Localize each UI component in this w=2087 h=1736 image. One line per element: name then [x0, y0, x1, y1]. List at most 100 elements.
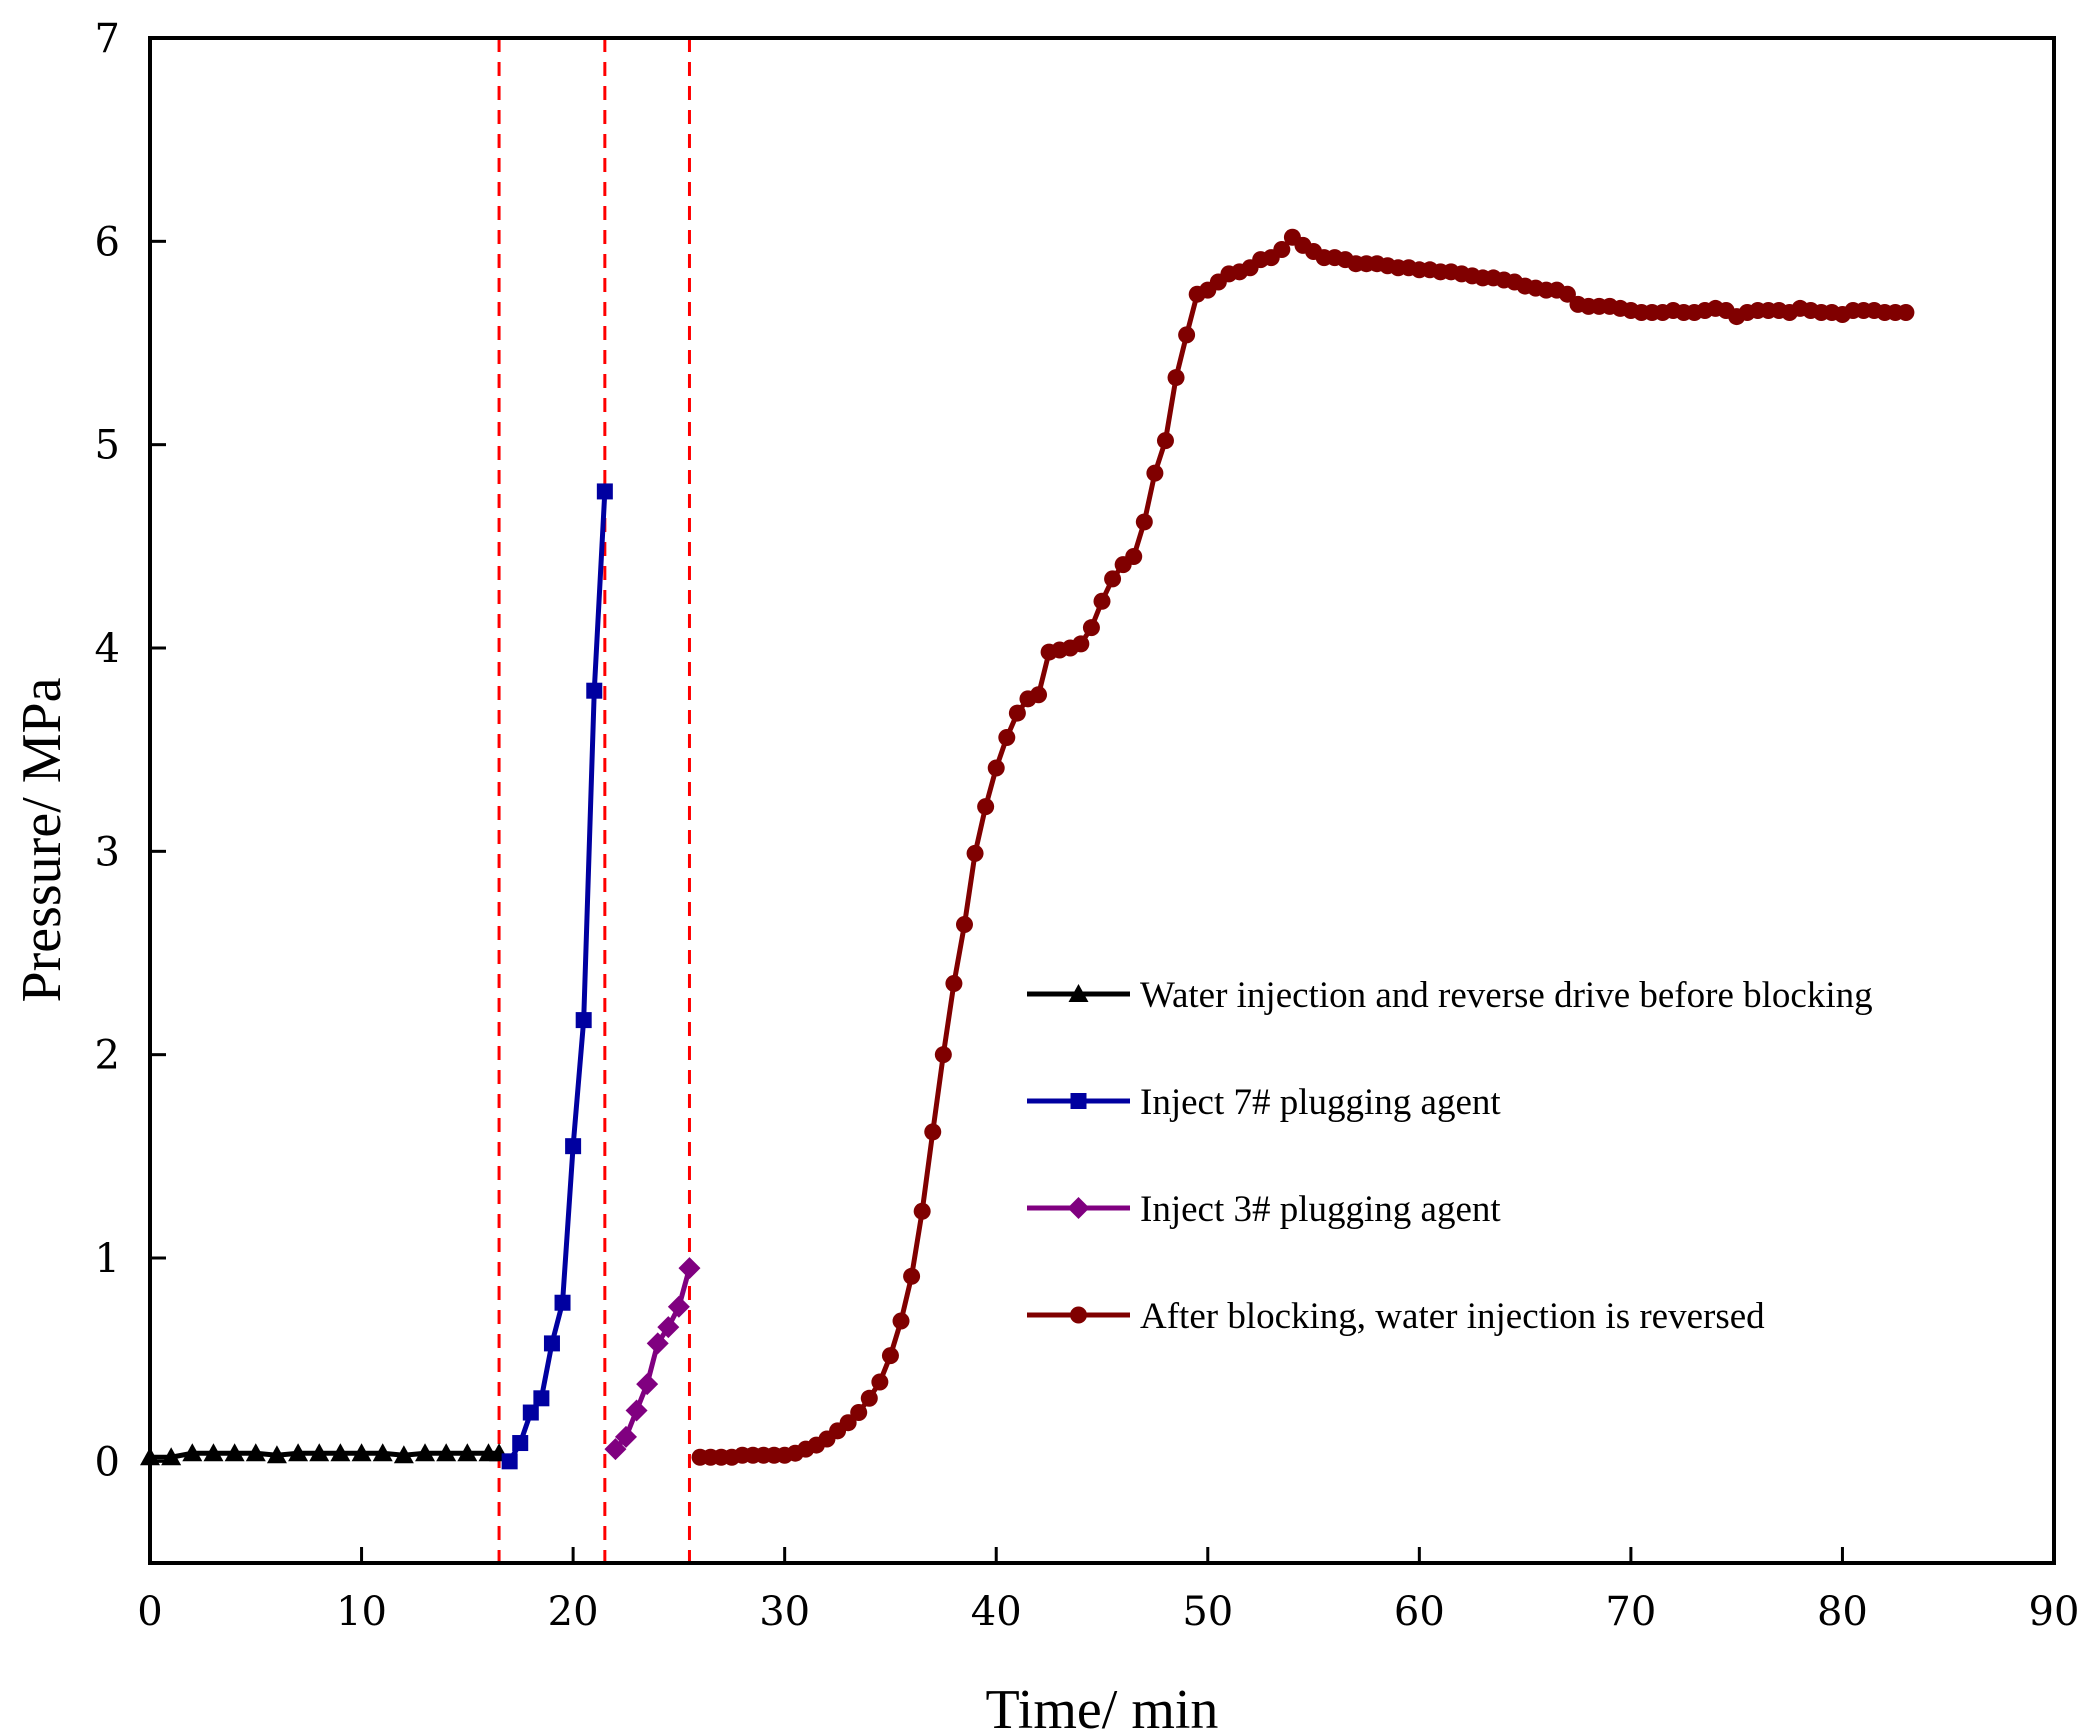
data-point — [678, 1257, 701, 1280]
y-tick-label: 2 — [95, 1033, 120, 1079]
x-axis-title: Time/ min — [986, 1679, 1219, 1736]
data-point — [161, 1447, 182, 1466]
data-point — [934, 1046, 952, 1064]
x-axis: 0 10 20 30 40 50 60 70 80 90 — [137, 1547, 2079, 1635]
legend-marker — [1070, 1093, 1087, 1109]
x-tick-label: 10 — [336, 1589, 387, 1635]
data-point — [565, 1138, 582, 1155]
y-axis: 0 1 2 3 4 5 6 7 — [95, 16, 166, 1485]
data-point — [1104, 570, 1122, 588]
data-point — [288, 1443, 309, 1462]
data-point — [646, 1332, 669, 1355]
data-point — [512, 1435, 529, 1452]
legend-label: Water injection and reverse drive before… — [1140, 975, 1873, 1016]
data-point — [1558, 285, 1576, 303]
legend-label: Inject 3# plugging agent — [1140, 1189, 1501, 1230]
data-point — [987, 759, 1005, 777]
x-tick-label: 0 — [137, 1589, 162, 1635]
data-point — [636, 1373, 659, 1396]
data-point — [501, 1453, 518, 1470]
x-tick-label: 20 — [548, 1589, 599, 1635]
data-point — [266, 1445, 287, 1464]
data-point — [393, 1445, 414, 1464]
y-tick-label: 6 — [95, 219, 120, 265]
data-point — [667, 1295, 690, 1318]
data-point — [182, 1443, 203, 1462]
data-point — [945, 975, 963, 992]
data-point — [924, 1123, 942, 1141]
data-point — [457, 1443, 478, 1462]
data-point — [1125, 548, 1143, 565]
y-tick-label: 0 — [95, 1439, 120, 1485]
data-point — [998, 728, 1016, 746]
x-tick-label: 40 — [971, 1589, 1022, 1635]
data-point — [871, 1373, 889, 1391]
y-tick-label: 4 — [95, 626, 120, 672]
data-point — [309, 1443, 330, 1462]
data-point — [657, 1316, 680, 1339]
data-point — [330, 1443, 351, 1462]
x-tick-label: 80 — [1817, 1589, 1868, 1635]
data-point — [224, 1443, 245, 1462]
series-layer — [140, 228, 1915, 1470]
plot-frame — [148, 36, 2056, 1565]
data-point — [1082, 619, 1100, 637]
data-point — [245, 1443, 266, 1462]
data-point — [850, 1404, 868, 1422]
data-point — [892, 1312, 910, 1330]
legend: Water injection and reverse drive before… — [1027, 975, 1873, 1337]
data-point — [913, 1202, 931, 1220]
data-point — [860, 1389, 878, 1407]
data-point — [554, 1294, 571, 1311]
data-point — [1072, 635, 1090, 653]
data-point — [1146, 464, 1164, 482]
data-point — [543, 1335, 560, 1352]
legend-label: After blocking, water injection is rever… — [1140, 1296, 1765, 1337]
data-point — [839, 1414, 857, 1432]
data-point — [604, 1438, 627, 1461]
data-point — [955, 916, 973, 934]
data-point — [1273, 240, 1291, 258]
data-point — [586, 682, 603, 699]
data-point — [522, 1404, 539, 1421]
x-tick-label: 70 — [1605, 1589, 1656, 1635]
data-point — [1030, 686, 1048, 704]
data-point — [615, 1425, 637, 1448]
data-point — [533, 1390, 550, 1407]
data-point — [415, 1443, 436, 1462]
x-tick-label: 30 — [759, 1589, 810, 1635]
series-line — [507, 491, 608, 1463]
y-tick-label: 5 — [95, 423, 120, 469]
data-point — [1156, 432, 1174, 450]
data-point — [1093, 592, 1111, 610]
legend-marker — [1070, 1306, 1087, 1324]
x-tick-label: 50 — [1182, 1589, 1233, 1635]
data-point — [966, 844, 984, 862]
data-point — [1897, 304, 1915, 321]
x-tick-label: 90 — [2029, 1589, 2080, 1635]
data-point — [1178, 326, 1196, 344]
data-point — [625, 1399, 648, 1422]
y-tick-label: 7 — [95, 16, 120, 62]
legend-label: Inject 7# plugging agent — [1140, 1082, 1501, 1123]
data-point — [575, 1012, 592, 1029]
data-point — [1167, 369, 1185, 387]
x-tick-label: 60 — [1394, 1589, 1445, 1635]
legend-marker — [1067, 1197, 1090, 1219]
data-point — [436, 1443, 457, 1462]
data-point — [1135, 513, 1153, 531]
data-point — [977, 798, 995, 816]
y-tick-label: 3 — [95, 829, 120, 875]
y-tick-label: 1 — [95, 1236, 120, 1282]
data-point — [203, 1443, 224, 1462]
data-point — [881, 1347, 899, 1365]
data-point — [596, 483, 613, 500]
data-point — [372, 1443, 393, 1462]
data-point — [903, 1267, 921, 1285]
data-point — [1008, 704, 1026, 722]
y-axis-title: Pressure/ MPa — [11, 677, 73, 1002]
data-point — [351, 1443, 372, 1462]
legend-marker — [1068, 984, 1089, 1002]
